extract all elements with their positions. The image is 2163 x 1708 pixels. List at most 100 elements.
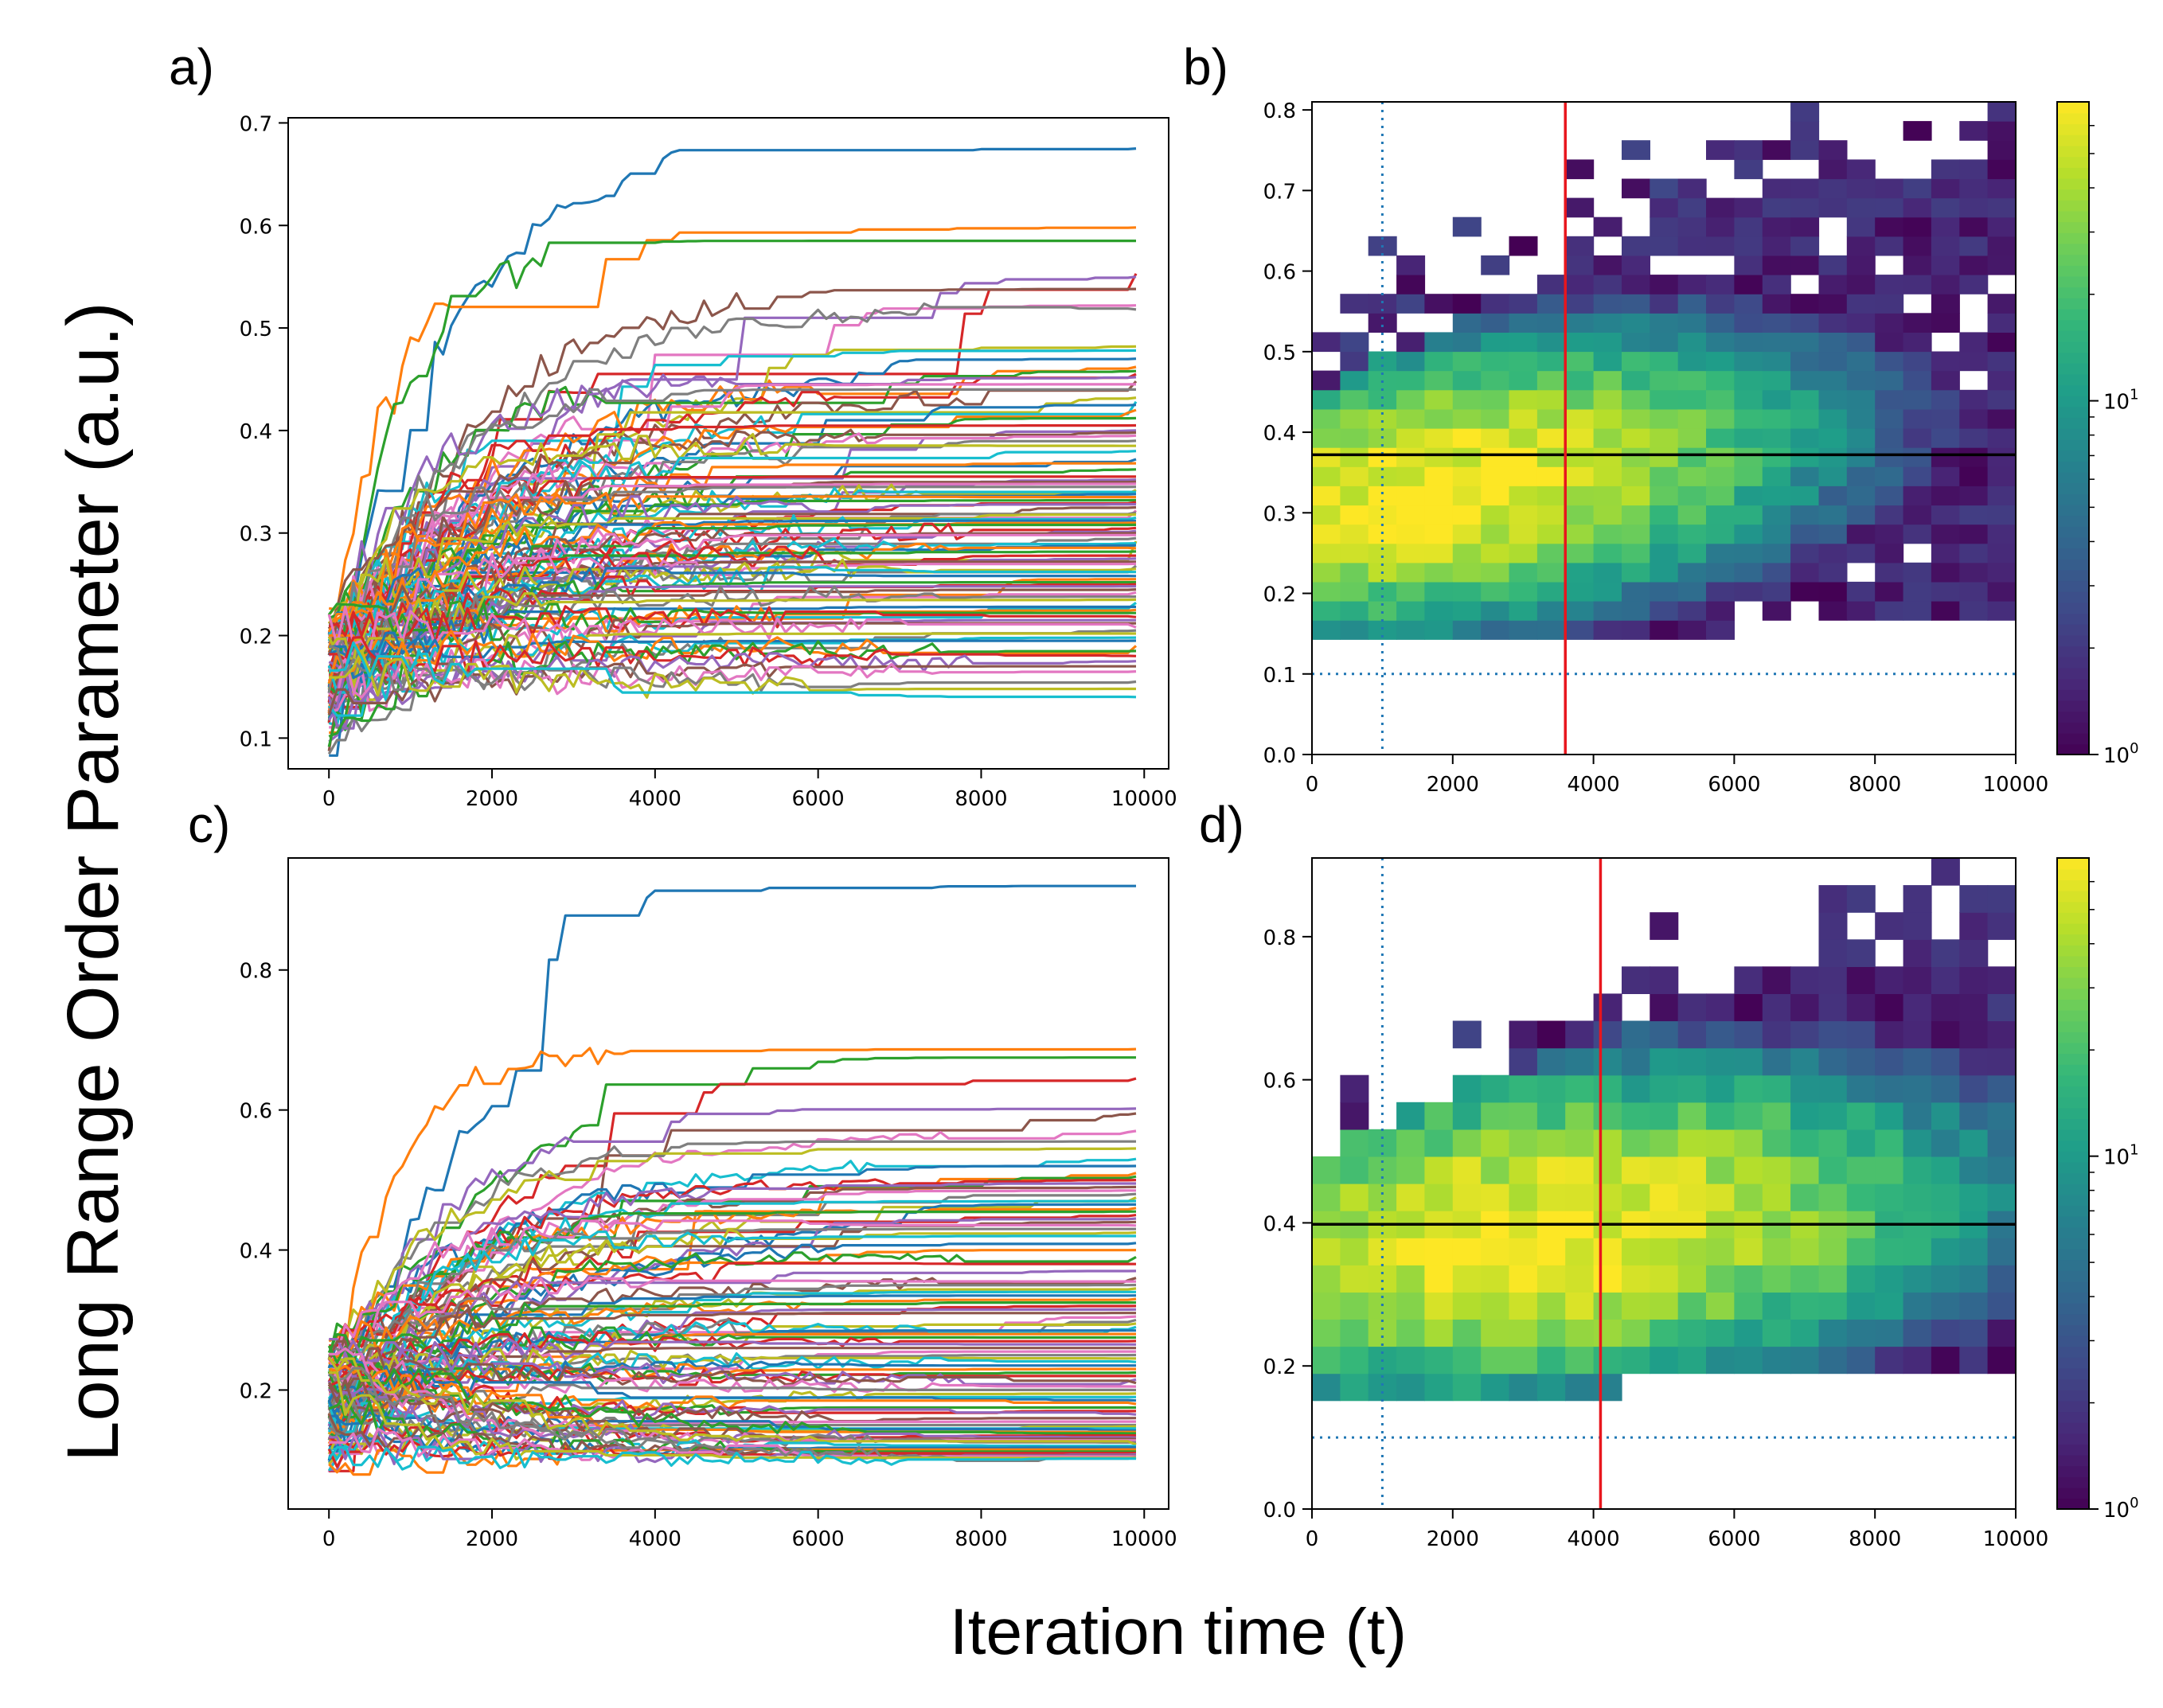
panel-b-heat-cell	[1677, 294, 1707, 314]
panel-b-heat-cell	[1312, 601, 1341, 621]
panel-b-heat-cell	[1650, 620, 1679, 640]
panel-c-series-line	[327, 1326, 1136, 1366]
panel-b-heat-cell	[1536, 620, 1566, 640]
panel-b-heat-cell	[1903, 197, 1932, 218]
panel-a-series-line	[329, 649, 1136, 699]
panel-b-heat-cell	[1536, 313, 1566, 333]
panel-b-heat-cell	[1481, 505, 1510, 525]
panel-b-heat-cell	[1565, 275, 1595, 294]
panel-b-heat-cell	[1987, 524, 2017, 544]
panel-b-heat-cell	[1536, 389, 1566, 410]
panel-b-heat-cell	[1396, 562, 1426, 583]
panel-b-heat-cell	[1734, 370, 1763, 391]
panel-b-heat-cell	[1959, 332, 1989, 353]
panel-b-heat-cell	[1481, 543, 1510, 563]
panel-b-colorbar-tick-exp: 1	[2130, 387, 2138, 404]
panel-a-series-line	[327, 240, 1136, 723]
panel-d-heat-cell	[1959, 1238, 1989, 1265]
panel-b-heat-cell	[1481, 428, 1510, 448]
panel-b-heat-cell	[1452, 351, 1482, 372]
panel-b-heat-cell	[1790, 102, 1820, 122]
panel-d-heat-cell	[1565, 1074, 1595, 1103]
panel-b-heat-cell	[1622, 466, 1650, 486]
panel-d-heat-cell	[1340, 1238, 1369, 1265]
panel-b-heat-cell	[1706, 216, 1735, 237]
panel-d-heat-cell	[1706, 1346, 1735, 1375]
panel-d-heat-cell	[1846, 1102, 1876, 1130]
panel-b-heat-cell	[1340, 447, 1369, 467]
panel-b-heat-cell	[1396, 620, 1426, 640]
panel-a-series-line	[327, 630, 1138, 684]
panel-d-heat-cell	[1846, 1129, 1876, 1157]
panel-b-heat-cell	[1622, 178, 1650, 199]
panel-d-heat-cell	[1931, 966, 1960, 994]
panel-b-heat-cell	[1987, 255, 2017, 275]
panel-d-heat-cell	[1959, 1292, 1989, 1320]
panel-d-heat-cell	[1677, 1346, 1707, 1375]
panel-d-colorbar-segment	[2057, 1498, 2089, 1510]
panel-b-heat-cell	[1593, 313, 1622, 333]
panel-b-heat-cell	[1790, 408, 1820, 429]
panel-b-heat-cell	[1875, 447, 1904, 467]
panel-d-heat-cell	[1987, 1074, 2017, 1103]
panel-d-heat-cell	[1593, 1373, 1622, 1402]
panel-b-heat-cell	[1903, 236, 1932, 256]
panel-b-heat-cell	[1481, 370, 1510, 391]
panel-b-heat-cell	[1622, 408, 1650, 429]
panel-d-heat-cell	[1340, 1265, 1369, 1293]
panel-d-heat-cell	[1987, 1047, 2017, 1076]
panel-a-xtick-label: 6000	[792, 787, 845, 811]
panel-b-heat-cell	[1987, 197, 2017, 218]
panel-d-heat-cell	[1903, 1346, 1932, 1375]
panel-d-heat-cell	[1987, 1238, 2017, 1265]
panel-b-heat-cell	[1565, 447, 1595, 467]
panel-d-heat-cell	[1931, 1020, 1960, 1049]
panel-b-heat-cell	[1846, 159, 1876, 180]
panel-d-heat-cell	[1622, 1074, 1650, 1103]
panel-b-heat-cell	[1565, 159, 1595, 180]
panel-b-heat-cell	[1509, 408, 1538, 429]
panel-d-cells	[1312, 858, 2017, 1402]
panel-d-colorbar-tick-exp: 1	[2130, 1142, 2138, 1159]
panel-d-colorbar-segment	[2057, 1346, 2089, 1358]
panel-b-heat-cell	[1931, 178, 1960, 199]
panel-b-heat-cell	[1706, 294, 1735, 314]
panel-b-heat-cell	[1424, 524, 1454, 544]
panel-d-heat-cell	[1734, 1047, 1763, 1076]
panel-b-heat-cell	[1650, 562, 1679, 583]
panel-b-colorbar-segment	[2057, 569, 2089, 582]
panel-d-heat-cell	[1875, 1129, 1904, 1157]
panel-d-heat-cell	[1846, 1184, 1876, 1211]
panel-b-xtick-label: 2000	[1427, 773, 1479, 797]
panel-c-series-line	[329, 1427, 1137, 1461]
panel-b-heat-cell	[1734, 332, 1763, 353]
panel-d-heat-cell	[1565, 1319, 1595, 1347]
panel-a-series-line	[327, 521, 1137, 714]
panel-a-ytick-label: 0.3	[240, 523, 272, 547]
panel-d-heat-cell	[1987, 1346, 2017, 1375]
panel-d-heat-cell	[1818, 1102, 1848, 1130]
panel-d-heat-cell	[1846, 1156, 1876, 1184]
panel-b-heat-cell	[1931, 466, 1960, 486]
panel-b-heat-cell	[1650, 466, 1679, 486]
panel-b-heat-cell	[1424, 332, 1454, 353]
panel-b-heat-cell	[1875, 524, 1904, 544]
panel-d-colorbar-segment	[2057, 1184, 2089, 1195]
panel-d-heat-cell	[1452, 1156, 1482, 1184]
panel-b-heat-cell	[1846, 332, 1876, 353]
panel-d-ytick-label: 0.6	[1263, 1070, 1296, 1094]
panel-b-ytick-label: 0.3	[1263, 502, 1296, 526]
figure-x-label: Iteration time (t)	[950, 1596, 1407, 1668]
panel-b-heat-cell	[1452, 216, 1482, 237]
panel-d-heat-cell	[1790, 1156, 1820, 1184]
panel-d-heat-cell	[1706, 1047, 1735, 1076]
panel-d-heat-cell	[1959, 1129, 1989, 1157]
panel-d-heat-cell	[1536, 1156, 1566, 1184]
panel-b-colorbar-segment	[2057, 177, 2089, 190]
panel-b-heat-cell	[1875, 466, 1904, 486]
panel-a-series-line	[327, 388, 1136, 669]
panel-d-heat-cell	[1650, 993, 1679, 1022]
panel-b-heat-cell	[1452, 505, 1482, 525]
panel-d-colorbar-segment	[2057, 879, 2089, 891]
panel-b-heat-cell	[1903, 408, 1932, 429]
